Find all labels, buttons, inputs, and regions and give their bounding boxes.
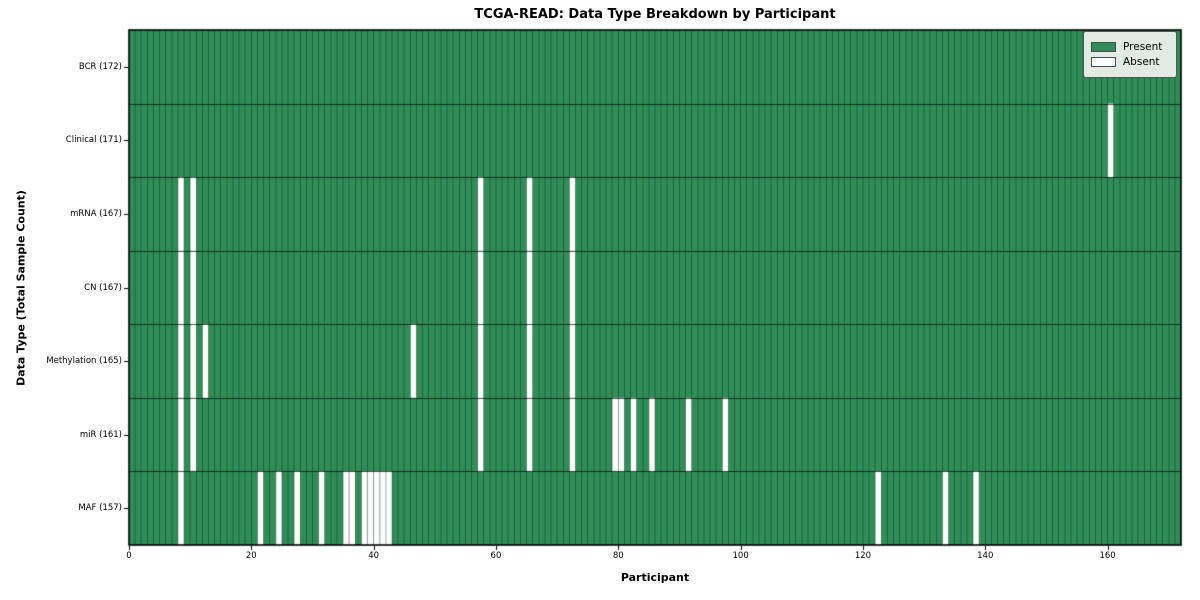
legend-label-absent: Absent xyxy=(1123,56,1160,68)
ytick-label-methylation: Methylation (165) xyxy=(46,356,122,367)
xtick-label-60: 60 xyxy=(490,551,502,561)
ytick-label-mrna: mRNA (167) xyxy=(70,208,122,219)
ytick-label-clinical: Clinical (171) xyxy=(65,135,122,146)
legend-label-present: Present xyxy=(1123,41,1163,53)
ytick-label-cn: CN (167) xyxy=(84,282,122,293)
present-color-swatch xyxy=(1091,42,1116,52)
absent-color-swatch xyxy=(1091,57,1116,67)
y-axis-label: Data Type (Total Sample Count) xyxy=(14,190,28,386)
ytick-label-bcr: BCR (172) xyxy=(78,61,122,72)
xtick-label-140: 140 xyxy=(977,551,994,561)
xtick-label-160: 160 xyxy=(1099,551,1116,561)
xtick-label-20: 20 xyxy=(245,551,257,561)
xtick-label-0: 0 xyxy=(126,551,132,561)
ytick-label-mir: miR (161) xyxy=(79,429,122,440)
xtick-label-120: 120 xyxy=(854,551,872,561)
legend: Present Absent xyxy=(1083,31,1177,78)
ytick-label-maf: MAF (157) xyxy=(78,503,122,514)
xtick-label-40: 40 xyxy=(368,551,380,561)
legend-entry-absent: Absent xyxy=(1091,56,1168,68)
xtick-label-80: 80 xyxy=(612,551,624,561)
xtick-label-100: 100 xyxy=(732,551,749,561)
x-axis-label: Participant xyxy=(620,571,690,584)
legend-entry-present: Present xyxy=(1091,41,1168,53)
